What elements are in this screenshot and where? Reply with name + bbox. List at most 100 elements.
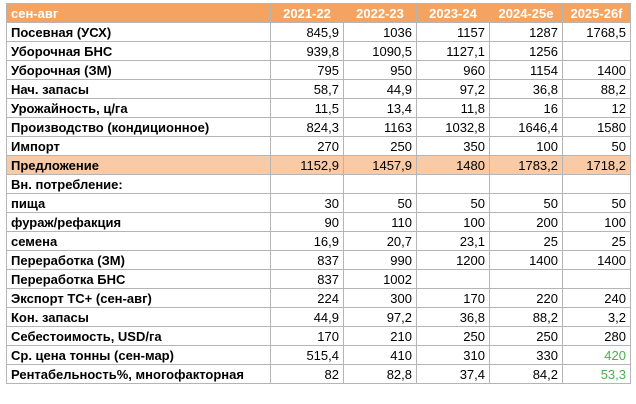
- cell-value[interactable]: 240: [562, 288, 631, 308]
- cell-value[interactable]: 515,4: [270, 345, 344, 365]
- row-label[interactable]: Переработка БНС: [6, 269, 271, 289]
- cell-value[interactable]: 1154: [489, 60, 563, 80]
- cell-value[interactable]: 960: [416, 60, 490, 80]
- cell-value[interactable]: 12: [562, 98, 631, 118]
- cell-value[interactable]: 1152,9: [270, 155, 344, 175]
- cell-value[interactable]: 950: [343, 60, 417, 80]
- cell-value[interactable]: [416, 174, 490, 194]
- cell-value[interactable]: 50: [416, 193, 490, 213]
- row-label[interactable]: Ср. цена тонны (сен-мар): [6, 345, 271, 365]
- cell-value[interactable]: 1163: [343, 117, 417, 137]
- row-label[interactable]: Уборочная БНС: [6, 41, 271, 61]
- cell-value[interactable]: 50: [489, 193, 563, 213]
- cell-value[interactable]: [416, 269, 490, 289]
- cell-value[interactable]: 20,7: [343, 231, 417, 251]
- cell-value[interactable]: 990: [343, 250, 417, 270]
- cell-value-highlighted[interactable]: 53,3: [562, 364, 631, 384]
- cell-value[interactable]: 110: [343, 212, 417, 232]
- cell-value[interactable]: 220: [489, 288, 563, 308]
- row-label[interactable]: Посевная (УСХ): [6, 22, 271, 42]
- cell-value[interactable]: 1580: [562, 117, 631, 137]
- cell-value-highlighted[interactable]: 420: [562, 345, 631, 365]
- row-label[interactable]: Импорт: [6, 136, 271, 156]
- cell-value[interactable]: [562, 174, 631, 194]
- cell-value[interactable]: 200: [489, 212, 563, 232]
- cell-value[interactable]: 250: [416, 326, 490, 346]
- cell-value[interactable]: 300: [343, 288, 417, 308]
- cell-value[interactable]: 330: [489, 345, 563, 365]
- cell-value[interactable]: 97,2: [343, 307, 417, 327]
- cell-value[interactable]: [562, 41, 631, 61]
- cell-value[interactable]: [343, 174, 417, 194]
- row-label[interactable]: Вн. потребление:: [6, 174, 271, 194]
- cell-value[interactable]: 16,9: [270, 231, 344, 251]
- cell-value[interactable]: 44,9: [270, 307, 344, 327]
- header-cell-2022-23[interactable]: 2022-23: [343, 3, 417, 23]
- row-label[interactable]: Производство (кондиционное): [6, 117, 271, 137]
- cell-value[interactable]: 1287: [489, 22, 563, 42]
- cell-value[interactable]: 100: [416, 212, 490, 232]
- cell-value[interactable]: 1783,2: [489, 155, 563, 175]
- cell-value[interactable]: 250: [343, 136, 417, 156]
- cell-value[interactable]: 1002: [343, 269, 417, 289]
- row-label[interactable]: Урожайность, ц/га: [6, 98, 271, 118]
- cell-value[interactable]: 1090,5: [343, 41, 417, 61]
- cell-value[interactable]: 1256: [489, 41, 563, 61]
- cell-value[interactable]: 170: [270, 326, 344, 346]
- cell-value[interactable]: 1400: [489, 250, 563, 270]
- cell-value[interactable]: 224: [270, 288, 344, 308]
- cell-value[interactable]: 795: [270, 60, 344, 80]
- header-cell-period[interactable]: сен-авг: [6, 3, 271, 23]
- cell-value[interactable]: 1480: [416, 155, 490, 175]
- cell-value[interactable]: 36,8: [489, 79, 563, 99]
- cell-value[interactable]: 210: [343, 326, 417, 346]
- cell-value[interactable]: 11,5: [270, 98, 344, 118]
- cell-value[interactable]: 50: [562, 136, 631, 156]
- header-cell-2021-22[interactable]: 2021-22: [270, 3, 344, 23]
- cell-value[interactable]: 50: [343, 193, 417, 213]
- cell-value[interactable]: 350: [416, 136, 490, 156]
- row-label[interactable]: Рентабельность%, многофакторная: [6, 364, 271, 384]
- cell-value[interactable]: 16: [489, 98, 563, 118]
- cell-value[interactable]: 3,2: [562, 307, 631, 327]
- cell-value[interactable]: 1400: [562, 250, 631, 270]
- cell-value[interactable]: 90: [270, 212, 344, 232]
- cell-value[interactable]: [270, 174, 344, 194]
- cell-value[interactable]: 270: [270, 136, 344, 156]
- cell-value[interactable]: 1036: [343, 22, 417, 42]
- cell-value[interactable]: 25: [562, 231, 631, 251]
- cell-value[interactable]: 1157: [416, 22, 490, 42]
- row-label[interactable]: Уборочная (ЗМ): [6, 60, 271, 80]
- cell-value[interactable]: 37,4: [416, 364, 490, 384]
- cell-value[interactable]: 410: [343, 345, 417, 365]
- cell-value[interactable]: 837: [270, 269, 344, 289]
- cell-value[interactable]: 1200: [416, 250, 490, 270]
- cell-value[interactable]: 1718,2: [562, 155, 631, 175]
- cell-value[interactable]: 939,8: [270, 41, 344, 61]
- row-label[interactable]: Предложение: [6, 155, 271, 175]
- cell-value[interactable]: 310: [416, 345, 490, 365]
- cell-value[interactable]: 36,8: [416, 307, 490, 327]
- cell-value[interactable]: 25: [489, 231, 563, 251]
- cell-value[interactable]: 100: [562, 212, 631, 232]
- cell-value[interactable]: 100: [489, 136, 563, 156]
- header-cell-2023-24[interactable]: 2023-24: [416, 3, 490, 23]
- cell-value[interactable]: 280: [562, 326, 631, 346]
- cell-value[interactable]: 82,8: [343, 364, 417, 384]
- cell-value[interactable]: 1127,1: [416, 41, 490, 61]
- cell-value[interactable]: 30: [270, 193, 344, 213]
- cell-value[interactable]: 1646,4: [489, 117, 563, 137]
- cell-value[interactable]: 84,2: [489, 364, 563, 384]
- cell-value[interactable]: [562, 269, 631, 289]
- cell-value[interactable]: 1032,8: [416, 117, 490, 137]
- cell-value[interactable]: 837: [270, 250, 344, 270]
- cell-value[interactable]: 13,4: [343, 98, 417, 118]
- row-label[interactable]: Себестоимость, USD/га: [6, 326, 271, 346]
- cell-value[interactable]: 82: [270, 364, 344, 384]
- header-cell-2024-25e[interactable]: 2024-25e: [489, 3, 563, 23]
- cell-value[interactable]: 170: [416, 288, 490, 308]
- row-label[interactable]: семена: [6, 231, 271, 251]
- row-label[interactable]: фураж/рефакция: [6, 212, 271, 232]
- row-label[interactable]: Кон. запасы: [6, 307, 271, 327]
- row-label[interactable]: пища: [6, 193, 271, 213]
